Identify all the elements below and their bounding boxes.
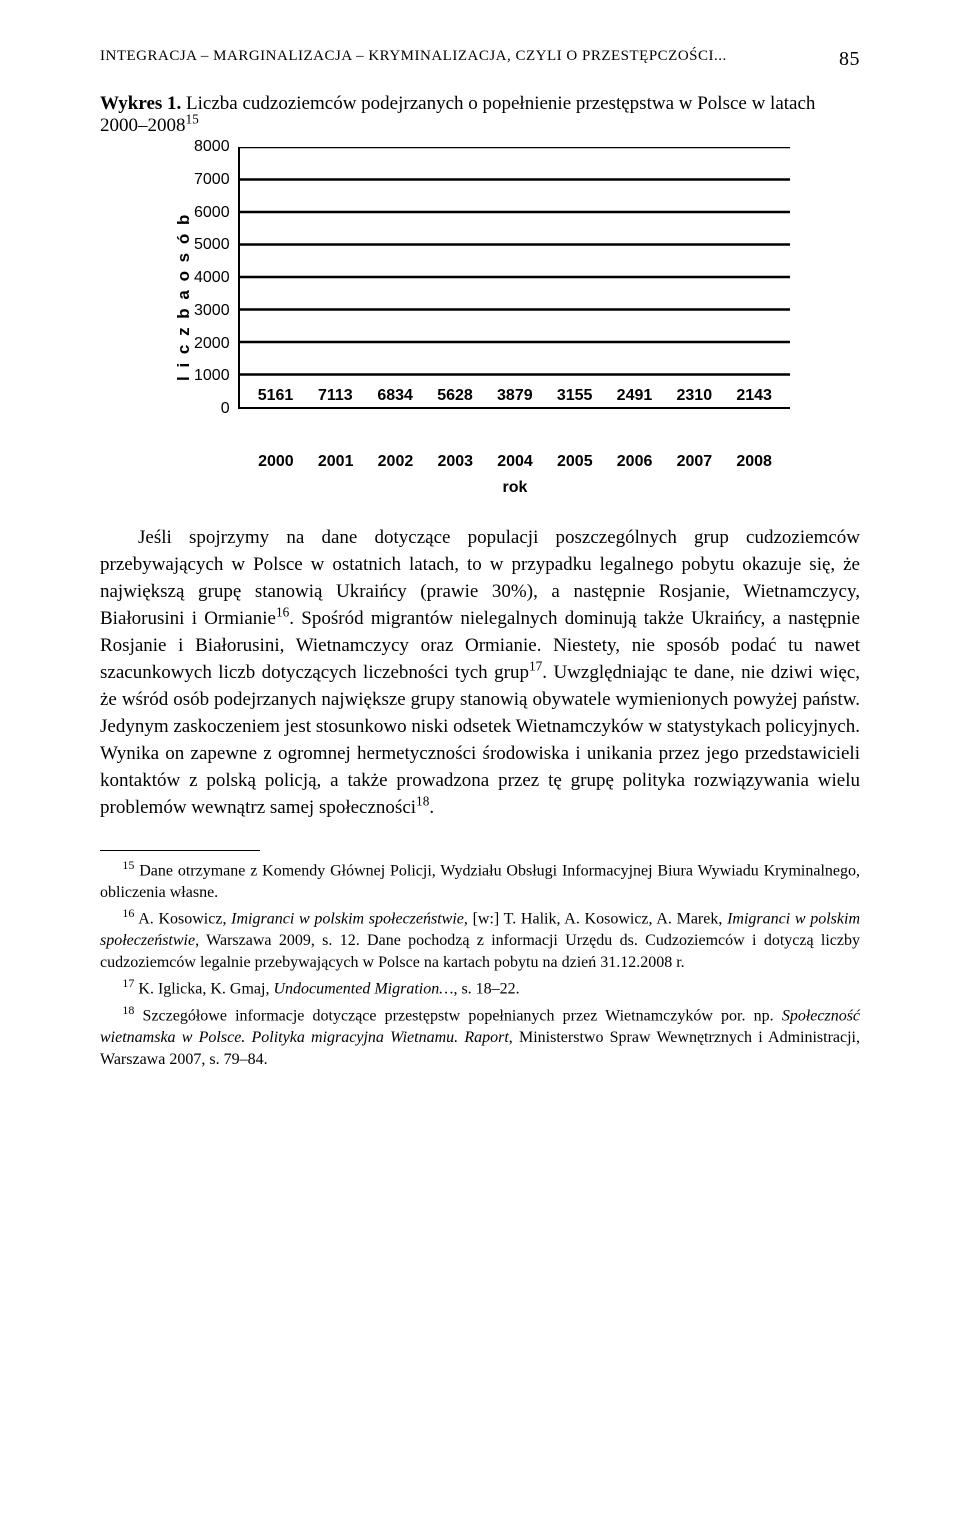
- footnote-text: , [w:] T. Halik, A. Kosowicz, A. Marek,: [464, 911, 727, 928]
- xtick: 2000: [246, 453, 306, 471]
- page-number: 85: [820, 48, 860, 71]
- xtick: 2005: [545, 453, 605, 471]
- footnote-text: A. Kosowicz,: [138, 911, 231, 928]
- footnote-italic: Imigranci w polskim społeczeństwie: [231, 911, 464, 928]
- ytick: 7000: [194, 171, 230, 189]
- bar-value-label: 3879: [497, 387, 533, 405]
- chart-yticks: 8000 7000 6000 5000 4000 3000 2000 1000 …: [194, 138, 238, 418]
- bar-value-label: 5161: [258, 387, 294, 405]
- ytick: 4000: [194, 269, 230, 287]
- figure-caption: Wykres 1. Liczba cudzoziemców podejrzany…: [100, 93, 860, 137]
- bar-value-label: 2310: [677, 387, 713, 405]
- bar-value-label: 6834: [377, 387, 413, 405]
- footnote-16: 16 A. Kosowicz, Imigranci w polskim społ…: [100, 905, 860, 973]
- ytick: 2000: [194, 335, 230, 353]
- body-text: Jeśli spojrzymy na dane dotyczące popula…: [100, 525, 860, 822]
- chart-plot: 5161 7113 6834 5628 3879 3155 2491 2310 2143: [238, 147, 790, 409]
- bar-column: 3155: [545, 387, 605, 407]
- footnote-text: Dane otrzymane z Komendy Głównej Policji…: [100, 862, 860, 901]
- ytick: 5000: [194, 236, 230, 254]
- ytick: 8000: [194, 138, 230, 156]
- bar-value-label: 2143: [736, 387, 772, 405]
- footnote-15: 15 Dane otrzymane z Komendy Głównej Poli…: [100, 857, 860, 904]
- bar-column: 5161: [246, 387, 306, 407]
- bar-value-label: 7113: [318, 387, 353, 405]
- page: INTEGRACJA – MARGINALIZACJA – KRYMINALIZ…: [0, 0, 960, 1132]
- xtick: 2007: [664, 453, 724, 471]
- figure-caption-text: Liczba cudzoziemców podejrzanych o popeł…: [100, 93, 815, 136]
- figure-caption-sup: 15: [186, 112, 199, 127]
- chart-bars: 5161 7113 6834 5628 3879 3155 2491 2310 2143: [240, 147, 790, 407]
- bar-column: 7113: [305, 387, 365, 407]
- chart-xlabel: rok: [240, 479, 790, 497]
- xtick: 2001: [306, 453, 366, 471]
- figure-caption-label: Wykres 1.: [100, 93, 181, 114]
- bar-value-label: 5628: [437, 387, 473, 405]
- ytick: 1000: [194, 367, 230, 385]
- footnote-text: , Warszawa 2009, s. 12. Dane pochodzą z …: [100, 932, 860, 971]
- xtick: 2008: [724, 453, 784, 471]
- xtick: 2003: [425, 453, 485, 471]
- bar-value-label: 2491: [617, 387, 653, 405]
- footnote-18: 18 Szczegółowe informacje dotyczące prze…: [100, 1002, 860, 1070]
- chart-xticks: 200020012002200320042005200620072008: [240, 447, 790, 471]
- bar-column: 2143: [724, 387, 784, 407]
- running-head: INTEGRACJA – MARGINALIZACJA – KRYMINALIZ…: [100, 48, 860, 71]
- bar-column: 2310: [664, 387, 724, 407]
- xtick: 2002: [366, 453, 426, 471]
- body-paragraph: Jeśli spojrzymy na dane dotyczące popula…: [100, 525, 860, 822]
- bar-column: 5628: [425, 387, 485, 407]
- bar-column: 2491: [605, 387, 665, 407]
- footnote-text: Szczegółowe informacje dotyczące przestę…: [143, 1008, 782, 1025]
- footnote-text: K. Iglicka, K. Gmaj,: [138, 981, 273, 998]
- bar-column: 3879: [485, 387, 545, 407]
- footnote-italic: Undocumented Migration…: [273, 981, 453, 998]
- footnote-rule: [100, 850, 260, 851]
- ytick: 3000: [194, 302, 230, 320]
- footnote-17: 17 K. Iglicka, K. Gmaj, Undocumented Mig…: [100, 975, 860, 1000]
- running-title: INTEGRACJA – MARGINALIZACJA – KRYMINALIZ…: [100, 48, 820, 71]
- footnotes: 15 Dane otrzymane z Komendy Głównej Poli…: [100, 857, 860, 1071]
- xtick: 2006: [605, 453, 665, 471]
- bar-column: 6834: [365, 387, 425, 407]
- ytick: 0: [194, 400, 230, 418]
- xtick: 2004: [485, 453, 545, 471]
- chart-ylabel: l i c z b a o s ó b: [170, 147, 194, 447]
- bar-chart: l i c z b a o s ó b 8000 7000 6000 5000 …: [170, 147, 790, 497]
- footnote-text: , s. 18–22.: [453, 981, 519, 998]
- bar-value-label: 3155: [557, 387, 593, 405]
- ytick: 6000: [194, 204, 230, 222]
